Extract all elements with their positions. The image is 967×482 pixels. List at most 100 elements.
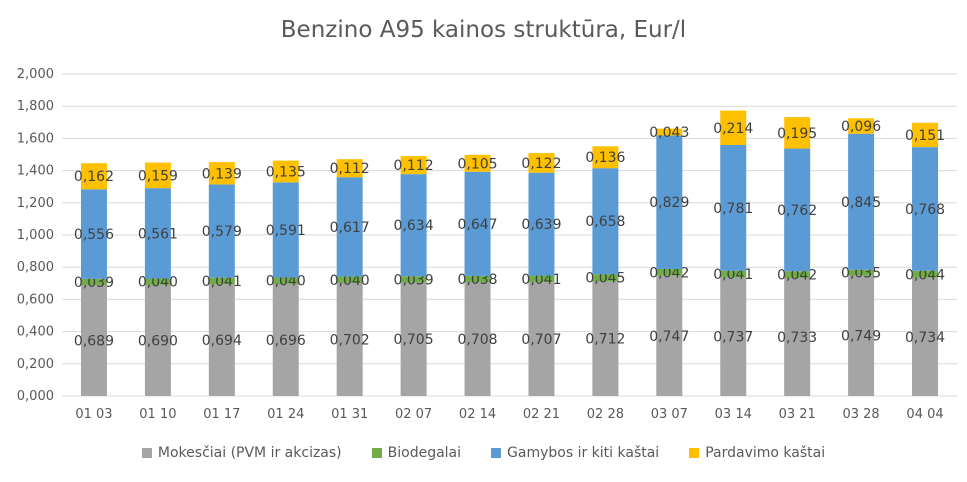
bar-segment <box>208 277 235 285</box>
data-label: 0,781 <box>713 201 753 217</box>
bar-segment <box>80 189 107 279</box>
bar-segment <box>912 122 939 148</box>
bar-segment <box>656 135 683 269</box>
bar-segment <box>80 285 107 396</box>
bar-segment <box>528 153 555 173</box>
data-label: 0,658 <box>585 214 625 230</box>
x-tick-label: 03 28 <box>842 407 879 422</box>
data-label: 0,042 <box>649 265 689 281</box>
bar-segment <box>720 277 747 396</box>
bar-segment <box>336 177 363 277</box>
legend-item: Mokesčiai (PVM ir akcizas) <box>141 445 342 461</box>
data-label: 0,708 <box>457 332 497 348</box>
bar-segment <box>464 171 491 276</box>
bar-segment <box>272 283 299 396</box>
bar-segment <box>528 282 555 396</box>
bar-segment <box>592 281 619 396</box>
bar-segment <box>208 162 235 185</box>
data-label: 0,768 <box>905 202 945 218</box>
data-label: 0,561 <box>138 226 178 242</box>
x-tick-label: 02 07 <box>395 407 432 422</box>
bar-segment <box>144 188 171 279</box>
legend-swatch <box>689 448 700 458</box>
legend-label: Mokesčiai (PVM ir akcizas) <box>157 445 342 461</box>
data-label: 0,617 <box>330 220 370 236</box>
legend-label: Biodegalai <box>387 445 462 461</box>
x-tick-label: 01 24 <box>267 407 304 422</box>
bar-segment <box>784 148 811 272</box>
data-label: 0,690 <box>138 333 178 349</box>
y-tick-label: 0,600 <box>17 292 54 307</box>
legend-label: Pardavimo kaštai <box>705 445 826 461</box>
data-label: 0,591 <box>266 223 306 239</box>
legend: Mokesčiai (PVM ir akcizas) Biodegalai Gamy… <box>0 445 967 461</box>
data-label: 0,044 <box>905 267 945 283</box>
data-label: 0,696 <box>266 333 306 349</box>
data-label: 0,195 <box>777 126 817 142</box>
data-label: 0,694 <box>202 333 242 349</box>
data-label: 0,045 <box>585 271 625 287</box>
data-label: 0,705 <box>394 332 434 348</box>
bar-segment <box>144 284 171 396</box>
legend-swatch <box>491 448 502 458</box>
y-tick-label: 0,400 <box>17 325 54 340</box>
bar-segment <box>592 146 619 169</box>
data-label: 0,040 <box>138 275 178 291</box>
data-label: 0,136 <box>585 150 625 166</box>
bar-segment <box>656 275 683 396</box>
bar-segment <box>848 269 875 276</box>
bar-segment <box>400 276 427 283</box>
data-label: 0,689 <box>74 334 114 350</box>
x-tick-label: 02 21 <box>523 407 560 422</box>
data-label: 0,634 <box>394 218 434 234</box>
x-tick-label: 01 10 <box>139 407 176 422</box>
bar-segment <box>272 182 299 278</box>
data-label: 0,112 <box>330 161 370 177</box>
bar-segment <box>80 163 107 190</box>
data-label: 0,845 <box>841 195 881 211</box>
x-tick-label: 01 17 <box>203 407 240 422</box>
data-label: 0,707 <box>521 332 561 348</box>
data-label: 0,162 <box>74 169 114 185</box>
y-tick-label: 1,200 <box>17 196 54 211</box>
y-tick-label: 1,800 <box>17 99 54 114</box>
x-tick-label: 03 21 <box>779 407 816 422</box>
data-label: 0,112 <box>394 158 434 174</box>
x-tick-label: 02 28 <box>587 407 624 422</box>
x-tick-label: 01 03 <box>75 407 112 422</box>
data-label: 0,041 <box>521 272 561 288</box>
bar-segment <box>848 275 875 396</box>
data-label: 0,702 <box>330 332 370 348</box>
data-label: 0,042 <box>777 268 817 284</box>
bar-segment <box>592 274 619 282</box>
bar-segment <box>208 184 235 278</box>
data-label: 0,039 <box>74 275 114 291</box>
bar-segment <box>464 154 491 172</box>
y-tick-label: 0,000 <box>17 389 54 404</box>
y-tick-label: 0,800 <box>17 260 54 275</box>
bar-segment <box>592 168 619 275</box>
bar-segment <box>720 270 747 278</box>
x-tick-label: 03 14 <box>715 407 752 422</box>
data-label: 0,712 <box>585 332 625 348</box>
bar-segment <box>80 278 107 286</box>
data-label: 0,214 <box>713 121 753 137</box>
data-label: 0,039 <box>394 272 434 288</box>
bar-segment <box>720 145 747 271</box>
bar-segment <box>400 174 427 277</box>
data-label: 0,105 <box>457 156 497 172</box>
bar-segment <box>144 162 171 189</box>
bar-segment <box>336 159 363 178</box>
y-tick-label: 1,000 <box>17 228 54 243</box>
data-label: 0,733 <box>777 330 817 346</box>
bar-segment <box>784 277 811 396</box>
y-tick-label: 1,400 <box>17 164 54 179</box>
bar-segment <box>848 118 875 134</box>
data-label: 0,096 <box>841 119 881 135</box>
data-label: 0,139 <box>202 166 242 182</box>
y-tick-label: 2,000 <box>17 67 54 82</box>
legend-label: Gamybos ir kiti kaštai <box>507 445 660 461</box>
legend-item: Pardavimo kaštai <box>689 445 825 461</box>
x-tick-label: 02 14 <box>459 407 496 422</box>
x-tick-label: 04 04 <box>906 407 943 422</box>
